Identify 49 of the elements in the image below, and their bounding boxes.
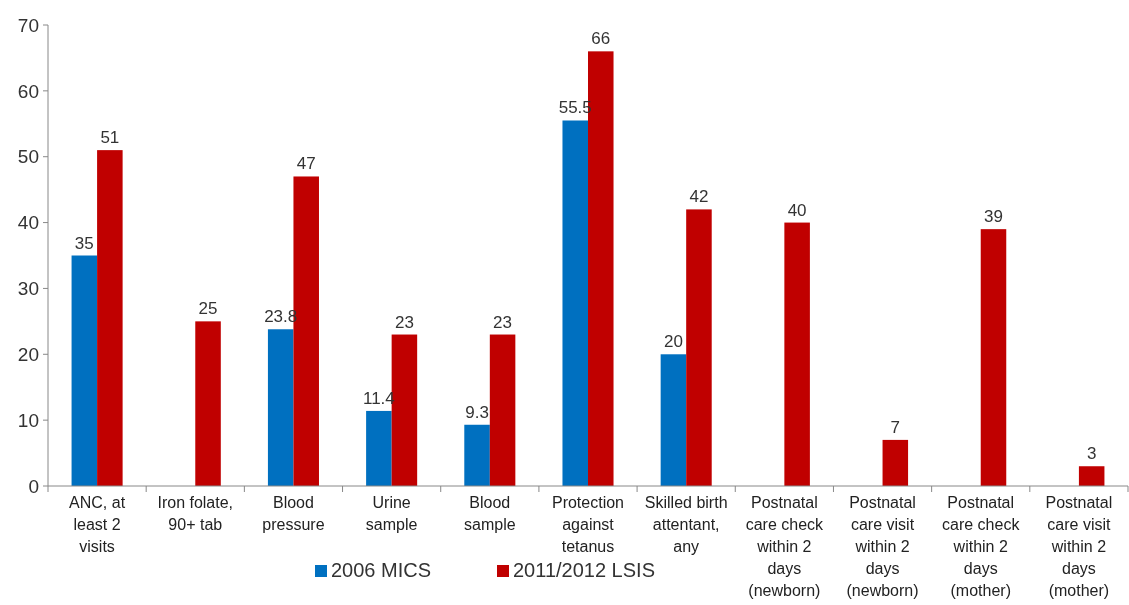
y-tick-label: 60	[17, 80, 39, 102]
x-tick-label: Blood pressure	[262, 494, 325, 533]
x-tick-label: Protection against tetanus	[551, 494, 625, 555]
data-label: 51	[100, 128, 120, 148]
bar	[980, 229, 1007, 486]
x-tick-label: Postnatal care check within 2 days (newborn)	[745, 494, 825, 599]
y-tick-label: 20	[17, 343, 39, 365]
data-label: 47	[296, 154, 316, 174]
y-tick-label: 0	[28, 475, 39, 497]
x-tick-label: ANC, at least 2 visits	[69, 494, 126, 555]
bar	[562, 120, 588, 486]
bar	[464, 424, 490, 486]
data-label: 23	[493, 312, 513, 332]
x-tick-label: Blood sample	[464, 494, 516, 533]
data-label: 25	[198, 299, 218, 319]
bar	[686, 209, 712, 486]
bar	[97, 150, 123, 486]
y-tick-label: 70	[17, 14, 39, 36]
x-tick-label: Iron folate, 90+ tab	[157, 494, 234, 533]
y-tick-label: 50	[17, 146, 39, 168]
data-label: 7	[890, 417, 901, 437]
data-label: 40	[787, 200, 807, 220]
data-label: 42	[689, 187, 709, 207]
bar	[489, 334, 516, 486]
data-label: 20	[663, 332, 683, 352]
x-tick-label: Skilled birth attentant, any	[644, 494, 728, 555]
legend-label: 2006 MICS	[331, 559, 432, 581]
data-label: 66	[591, 29, 611, 49]
y-tick-label: 30	[17, 278, 39, 300]
y-tick-label: 10	[17, 409, 39, 431]
x-tick-label: Postnatal care visit within 2 days (newborn)	[846, 494, 919, 599]
bar	[267, 329, 294, 486]
x-tick-label: Postnatal care visit within 2 days (mother)	[1045, 494, 1113, 599]
y-tick-label: 40	[17, 212, 39, 234]
data-label: 3	[1086, 444, 1097, 464]
data-label: 35	[74, 233, 94, 253]
bar	[882, 439, 909, 486]
bar	[784, 222, 810, 486]
data-label: 23	[394, 312, 414, 332]
bar	[366, 410, 392, 486]
x-tick-label: Postnatal care check within 2 days (mother)	[942, 494, 1021, 599]
bar	[660, 354, 687, 486]
x-tick-label: Urine sample	[365, 494, 418, 533]
data-label: 39	[984, 207, 1003, 227]
bar	[195, 321, 221, 486]
bar	[71, 255, 98, 486]
legend-label: 2011/2012 LSIS	[513, 559, 655, 581]
bar	[1078, 466, 1105, 486]
data-label: 9.3	[465, 402, 489, 422]
